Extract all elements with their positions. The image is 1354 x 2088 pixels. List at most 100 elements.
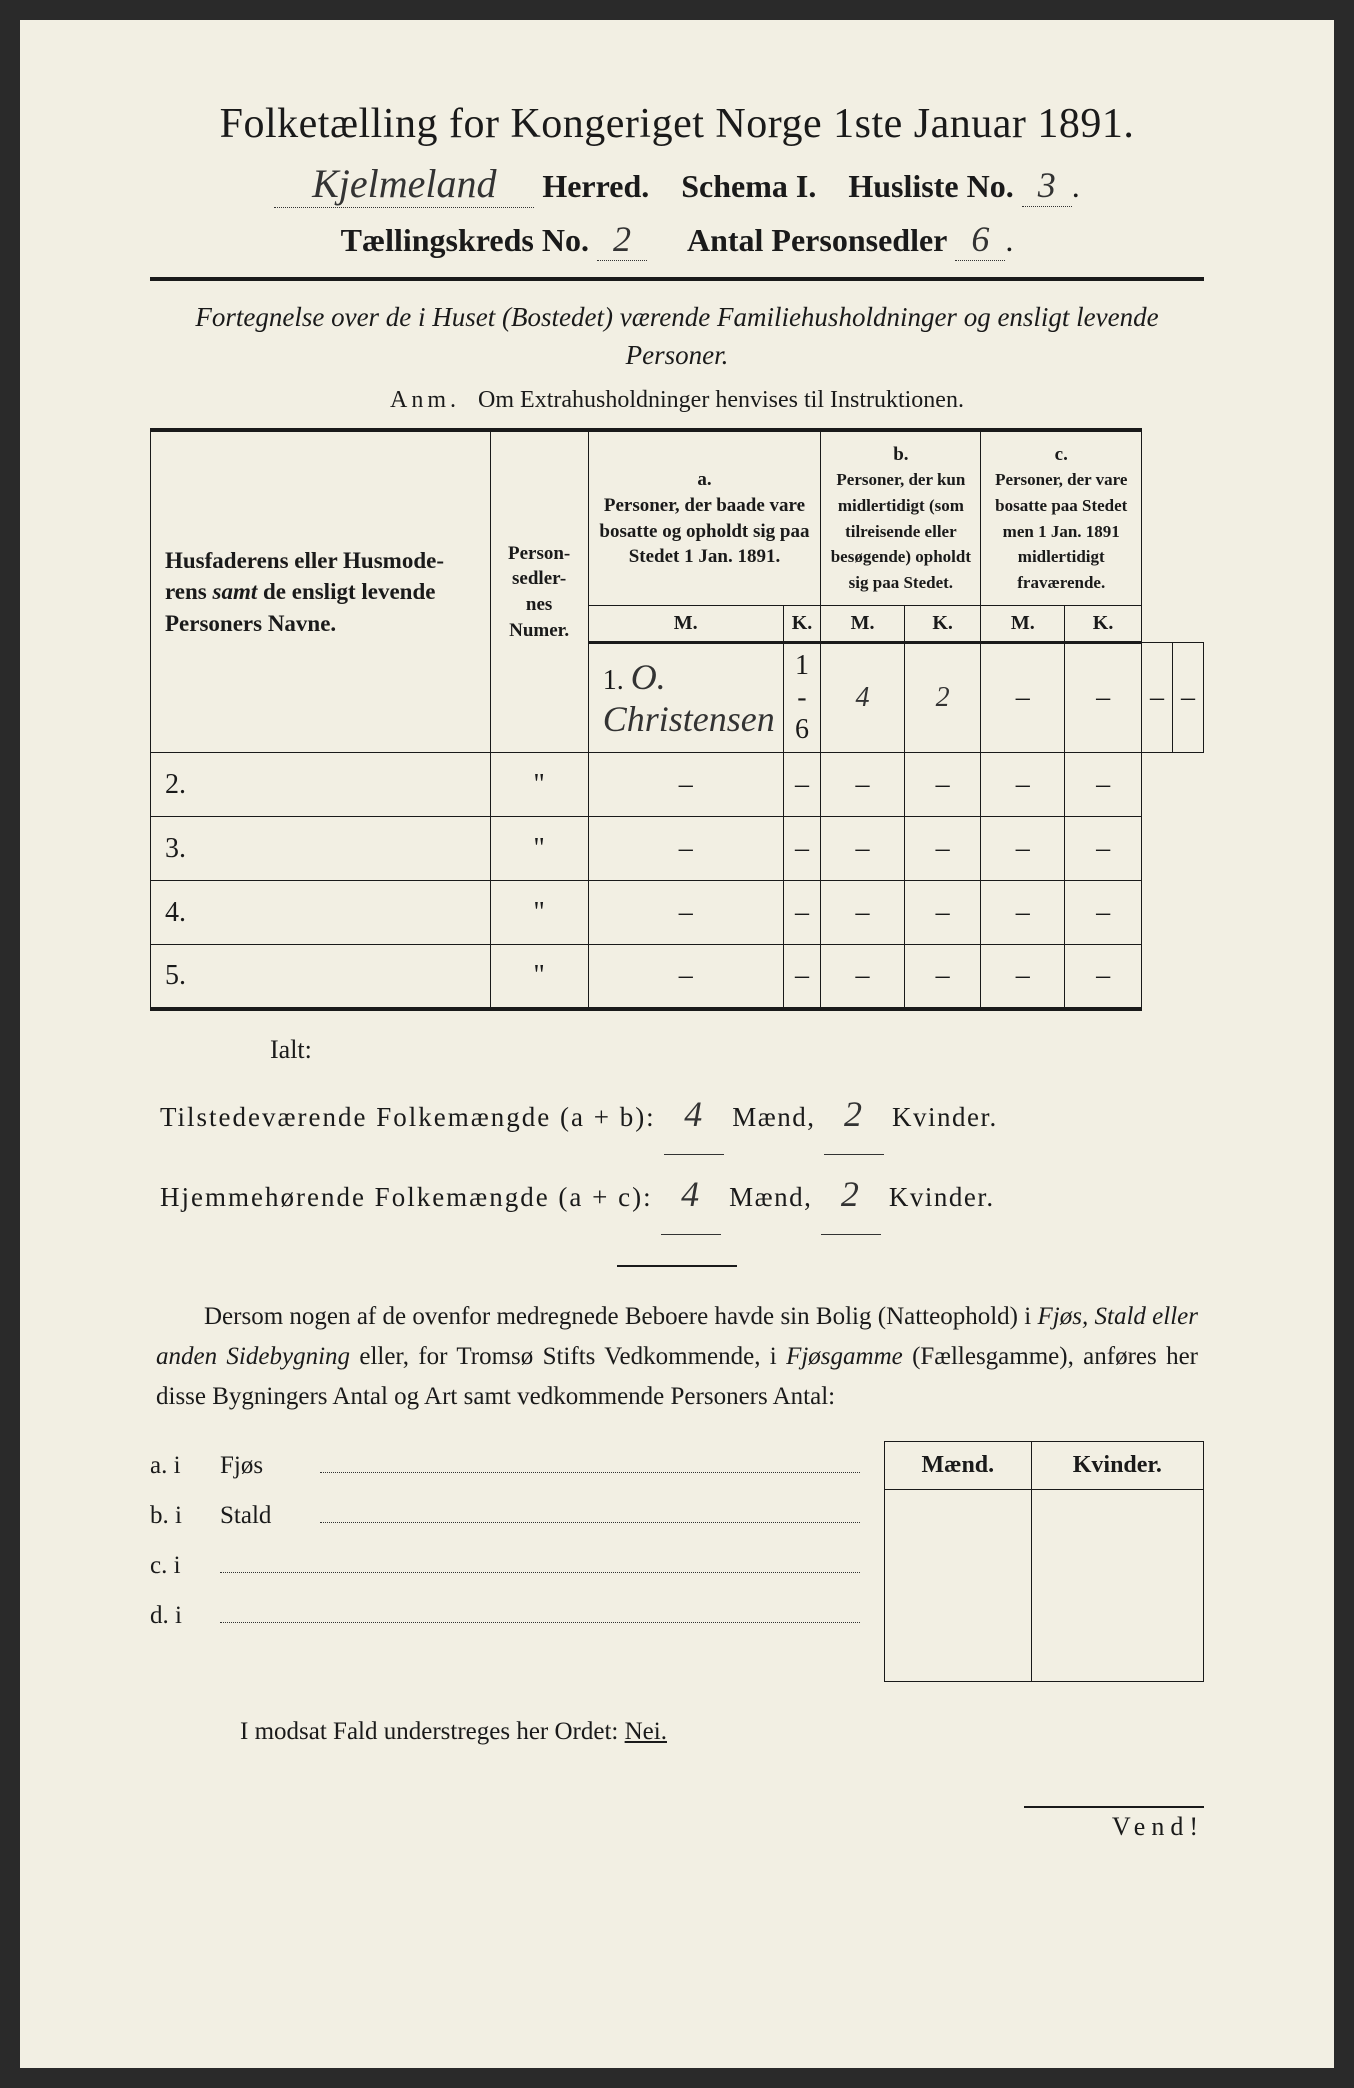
building-list: a. i Fjøs b. i Stald c. i d. i [150, 1441, 860, 1682]
cell-bk: – [904, 881, 981, 945]
cell-ck: – [1065, 881, 1142, 945]
row-name-cell: 1. O. Christensen [588, 643, 783, 753]
cell-am: 4 [821, 643, 905, 753]
cell-bk: – [904, 753, 981, 817]
header-line-2: Kjelmeland Herred. Schema I. Husliste No… [150, 160, 1204, 208]
cell-cm: – [981, 945, 1065, 1009]
paragraph: Dersom nogen af de ovenfor medregnede Be… [156, 1297, 1198, 1417]
col-head-c: c. Personer, der vare bosatte paa Stedet… [981, 430, 1142, 606]
cell-am: – [588, 753, 783, 817]
tkreds-label: Tællingskreds No. [341, 222, 589, 258]
list-item: a. i Fjøs [150, 1441, 860, 1491]
item-word: Stald [220, 1491, 320, 1541]
cell-ak: – [783, 753, 821, 817]
col-b-m: M. [821, 606, 905, 643]
cell-bk: – [904, 817, 981, 881]
col-head-num: Person-sedler-nesNumer. [490, 430, 588, 753]
mk-cell [885, 1586, 1032, 1634]
table-row: 4. " – – – – – – [151, 881, 1204, 945]
mk-head-k: Kvinder. [1031, 1442, 1203, 1490]
cell-ck: – [1065, 945, 1142, 1009]
dotted-line [320, 1451, 860, 1474]
cell-ak: – [783, 817, 821, 881]
mk-cell [885, 1634, 1032, 1682]
col-a-label: a. [697, 469, 711, 490]
table-row: 2. " – – – – – – [151, 753, 1204, 817]
cell-num: " [490, 817, 588, 881]
dotted-line [220, 1551, 860, 1574]
col-c-m: M. [981, 606, 1065, 643]
col-head-name: Husfaderens eller Husmode-rens samt de e… [151, 430, 491, 753]
row-num: 1. [603, 665, 624, 696]
cell-am: – [588, 945, 783, 1009]
cell-cm: – [981, 881, 1065, 945]
mk-head-m: Mænd. [885, 1442, 1032, 1490]
table-row: 3. " – – – – – – [151, 817, 1204, 881]
mk-cell [1031, 1490, 1203, 1538]
cell-bk: – [1065, 643, 1142, 753]
nei-line: I modsat Fald understreges her Ordet: Ne… [240, 1718, 1204, 1746]
row-num: 5. [151, 945, 491, 1009]
item-label: d. i [150, 1591, 220, 1641]
ialt-label: Ialt: [270, 1035, 1204, 1065]
k-word: Kvinder. [889, 1182, 995, 1212]
vend-label: Vend! [1024, 1806, 1204, 1842]
cell-cm: – [981, 753, 1065, 817]
mk-cell [885, 1490, 1032, 1538]
cell-num: " [490, 945, 588, 1009]
item-label: a. i [150, 1441, 220, 1491]
antal-no-field: 6 [955, 218, 1005, 261]
mk-cell [1031, 1634, 1203, 1682]
home-line: Hjemmehørende Folkemængde (a + c): 4 Mæn… [160, 1155, 1204, 1235]
m-word: Mænd, [729, 1182, 812, 1212]
mk-cell [885, 1538, 1032, 1586]
bottom-section: a. i Fjøs b. i Stald c. i d. i Mænd. K [150, 1441, 1204, 1682]
cell-num: " [490, 753, 588, 817]
home-label: Hjemmehørende Folkemængde (a + c): [160, 1182, 653, 1212]
cell-am: – [588, 817, 783, 881]
item-label: c. i [150, 1541, 220, 1591]
present-line: Tilstedeværende Folkemængde (a + b): 4 M… [160, 1075, 1204, 1155]
schema-label: Schema I. [681, 168, 816, 204]
tkreds-no-field: 2 [597, 218, 647, 261]
cell-bm: – [981, 643, 1065, 753]
cell-cm: – [1142, 643, 1173, 753]
row-num: 2. [151, 753, 491, 817]
anm-note: Anm. Om Extrahusholdninger henvises til … [150, 387, 1204, 414]
cell-ak: – [783, 945, 821, 1009]
divider-top [150, 277, 1204, 281]
cell-bm: – [821, 753, 905, 817]
list-item: d. i [150, 1591, 860, 1641]
row-name: O. Christensen [603, 657, 775, 739]
dotted-line [220, 1601, 860, 1624]
mk-cell [1031, 1538, 1203, 1586]
subtitle: Fortegnelse over de i Huset (Bostedet) v… [150, 299, 1204, 375]
col-a-k: K. [783, 606, 821, 643]
herred-label: Herred. [542, 168, 649, 204]
anm-label: Anm. [390, 387, 460, 413]
mk-cell [1031, 1586, 1203, 1634]
col-c-text: Personer, der vare bosatte paa Stedet me… [995, 470, 1127, 592]
col-a-text: Personer, der baade vare bosatte og opho… [599, 495, 809, 567]
item-label: b. i [150, 1491, 220, 1541]
col-a-m: M. [588, 606, 783, 643]
cell-ck: – [1065, 817, 1142, 881]
header-line-3: Tællingskreds No. 2 Antal Personsedler 6… [150, 218, 1204, 261]
husliste-no-field: 3 [1022, 164, 1072, 207]
m-word: Mænd, [732, 1102, 815, 1132]
item-word: Fjøs [220, 1441, 320, 1491]
anm-text: Om Extrahusholdninger henvises til Instr… [478, 387, 964, 413]
cell-cm: – [981, 817, 1065, 881]
present-k: 2 [824, 1075, 884, 1155]
col-head-b: b. Personer, der kun midlertidigt (som t… [821, 430, 981, 606]
cell-ck: – [1173, 643, 1204, 753]
cell-ak: – [783, 881, 821, 945]
cell-num: 1 - 6 [783, 643, 821, 753]
cell-ck: – [1065, 753, 1142, 817]
page-title: Folketælling for Kongeriget Norge 1ste J… [150, 100, 1204, 148]
main-table: Husfaderens eller Husmode-rens samt de e… [150, 428, 1204, 1011]
col-c-k: K. [1065, 606, 1142, 643]
col-head-a: a. Personer, der baade vare bosatte og o… [588, 430, 821, 606]
table-row: 5. " – – – – – – [151, 945, 1204, 1009]
cell-bm: – [821, 945, 905, 1009]
